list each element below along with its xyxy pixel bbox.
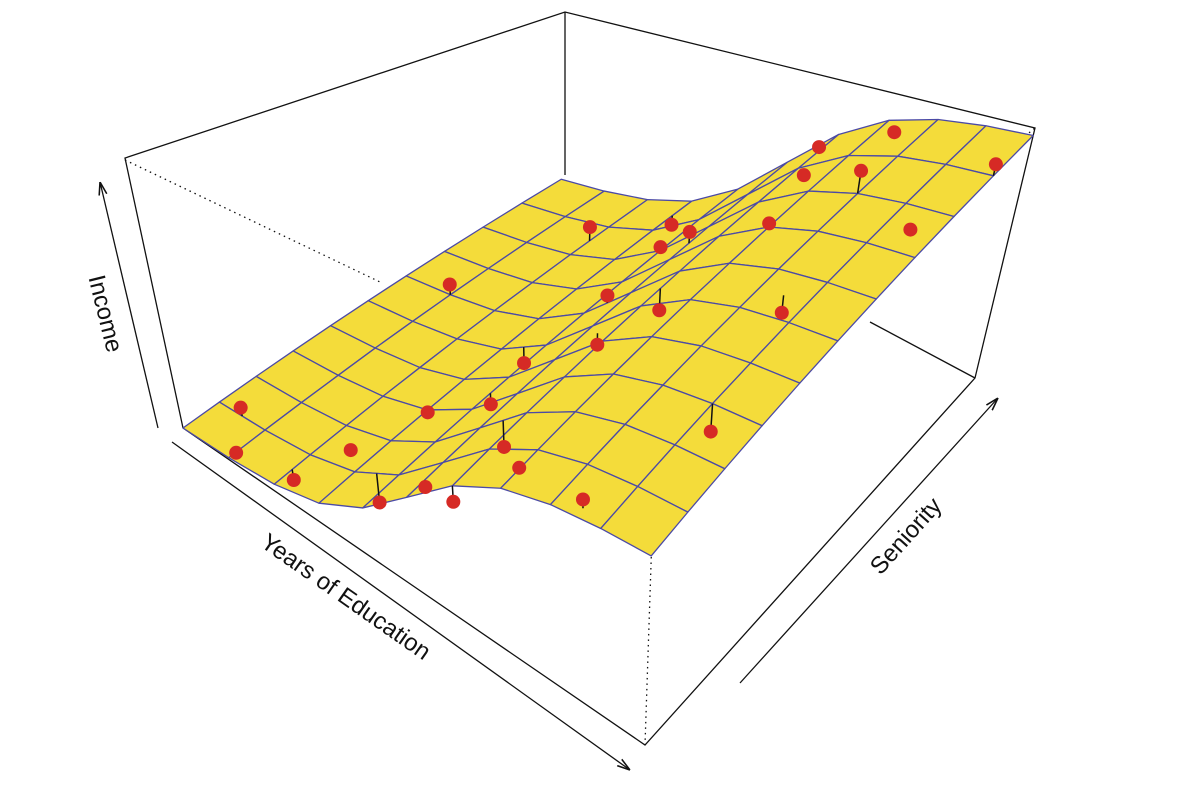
data-point [854,163,869,178]
data-point [512,460,527,475]
data-point [903,222,918,237]
data-point [418,480,433,495]
data-point [372,495,387,510]
y-axis-arrow [739,398,998,684]
data-point [233,400,248,415]
data-point [988,157,1003,172]
data-point [582,220,597,235]
data-point [762,216,777,231]
data-point [286,473,301,488]
x-axis-label: Years of Education [256,528,436,665]
data-point [517,356,532,371]
data-point [229,445,244,460]
data-point [575,492,590,507]
data-point [497,439,512,454]
box-hidden-edge [644,534,653,746]
data-point [600,288,615,303]
data-point [343,443,358,458]
data-point [652,303,667,318]
box-edge [869,321,976,379]
data-point [703,424,718,439]
data-point [590,337,605,352]
data-point [420,405,435,420]
data-point [774,305,789,320]
data-point [442,277,457,292]
axes [100,182,998,770]
data-point [887,125,902,140]
box [124,11,1036,746]
data-point [653,240,668,255]
x-axis-arrow [171,441,630,770]
data-point [812,140,827,155]
box-hidden-edge [124,159,381,283]
z-axis-label: Income [83,272,128,355]
surface-cell [600,485,689,557]
y-axis-label: Seniority [865,492,948,579]
data-point [664,217,679,232]
data-point [483,397,498,412]
data-point [446,494,461,509]
data-point [682,224,697,239]
data-point [796,168,811,183]
z-axis-arrow [100,182,159,429]
plot-area [182,118,1034,557]
